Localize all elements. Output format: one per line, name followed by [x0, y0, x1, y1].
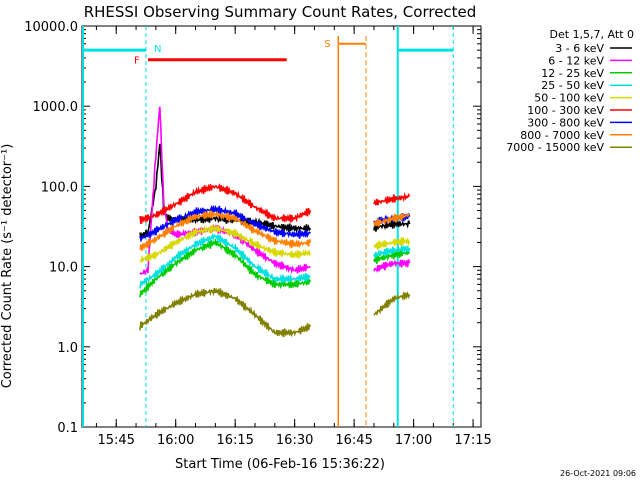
legend-label: 50 - 100 keV	[534, 92, 604, 105]
night-label: N	[154, 44, 161, 55]
series-line	[373, 291, 411, 316]
series-line	[373, 213, 410, 228]
y-tick-label: 1.0	[57, 341, 78, 356]
series-line	[373, 249, 411, 264]
saa-label: S	[324, 39, 330, 50]
y-tick-label: 1000.0	[33, 100, 79, 115]
x-tick-label: 16:15	[216, 433, 253, 448]
series-line	[373, 191, 411, 206]
series-line	[139, 209, 312, 251]
x-tick-label: 15:45	[97, 433, 134, 448]
legend-label: 800 - 7000 keV	[520, 129, 604, 142]
footer-timestamp: 26-Oct-2021 09:06	[560, 469, 636, 478]
legend-label: 7000 - 15000 keV	[506, 141, 604, 154]
series-line	[373, 212, 411, 225]
series-line	[139, 237, 312, 298]
legend-label: 25 - 50 keV	[541, 79, 604, 92]
x-tick-label: 16:45	[335, 433, 372, 448]
legend-label: 6 - 12 keV	[548, 54, 604, 67]
series-line	[139, 224, 312, 263]
y-tick-label: 10000.0	[24, 20, 78, 35]
series-line	[139, 232, 311, 289]
x-tick-label: 16:00	[157, 433, 194, 448]
series-line	[373, 259, 411, 273]
legend-label: 100 - 300 keV	[527, 104, 604, 117]
legend-header: Det 1,5,7, Att 0	[550, 28, 634, 41]
y-tick-label: 0.1	[57, 421, 78, 436]
series-line	[139, 182, 312, 225]
y-tick-label: 10.0	[49, 261, 78, 276]
legend-label: 12 - 25 keV	[541, 67, 604, 80]
series-line	[139, 106, 311, 276]
chart-title: RHESSI Observing Summary Count Rates, Co…	[84, 3, 477, 21]
series-line	[373, 244, 411, 260]
x-tick-label: 17:00	[395, 433, 432, 448]
x-axis-label: Start Time (06-Feb-16 15:36:22)	[175, 457, 385, 472]
x-tick-label: 16:30	[276, 433, 313, 448]
series-line	[139, 287, 312, 338]
plot-area: 0.1 1.0 10.0 100.0 1000.0 10000.0 15:45 16:00 16…	[24, 20, 632, 448]
series-line	[373, 236, 411, 250]
y-axis-label: Corrected Count Rate (s⁻¹ detector⁻¹)	[0, 144, 15, 389]
x-tick-label: 17:15	[454, 433, 491, 448]
series-line	[139, 204, 312, 243]
legend-label: 3 - 6 keV	[555, 42, 604, 55]
flare-label: F	[134, 56, 140, 67]
y-tick-label: 100.0	[41, 180, 78, 195]
legend-label: 300 - 800 keV	[527, 116, 604, 129]
